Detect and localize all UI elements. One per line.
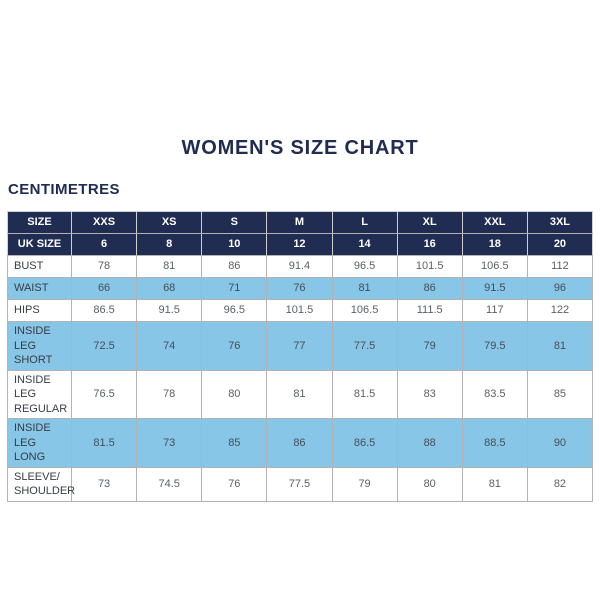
measurement-value-cell: 76 [201,321,268,371]
measurement-value-cell: 85 [201,418,268,468]
measurement-value-cell: 73 [136,418,203,468]
header-value-cell: 20 [526,233,594,256]
measurement-value-cell: 82 [526,466,594,502]
measurement-value-cell: 96 [526,277,594,300]
measurement-value-cell: 77.5 [331,321,398,371]
row-label-cell: BUST [7,255,72,278]
size-chart-body: BUST 78 81 86 91.4 96.5 101.5 106.5 112 WAIST 66 68… [7,255,594,502]
header-value-cell: 12 [266,233,333,256]
header-value-cell: S [201,211,268,234]
measurement-value-cell: 66 [70,277,138,300]
unit-label: CENTIMETRES [8,181,120,198]
measurement-value-cell: 78 [70,255,138,278]
header-value-cell: 18 [461,233,528,256]
header-value-cell: 3XL [526,211,594,234]
measurement-value-cell: 74.5 [136,466,203,502]
measurement-value-cell: 86.5 [331,418,398,468]
measurement-value-cell: 77.5 [266,466,333,502]
measurement-value-cell: 117 [461,299,528,322]
header-value-cell: XL [396,211,463,234]
measurement-value-cell: 86 [266,418,333,468]
header-value-cell: 10 [201,233,268,256]
measurement-value-cell: 90 [526,418,594,468]
row-label-cell: INSIDE LEG LONG [7,418,72,468]
measurement-value-cell: 76 [201,466,268,502]
measurement-value-cell: 81 [331,277,398,300]
measurement-value-cell: 88 [396,418,463,468]
table-row: INSIDE LEG LONG 81.5 73 85 86 86.5 88 88.5 90 [7,418,594,468]
table-row: INSIDE LEG SHORT 72.5 74 76 77 77.5 79 79.5 81 [7,321,594,371]
table-row: WAIST 66 68 71 76 81 86 91.5 96 [7,277,594,300]
measurement-value-cell: 91.5 [461,277,528,300]
header-value-cell: XXS [70,211,138,234]
header-value-cell: 8 [136,233,203,256]
measurement-value-cell: 71 [201,277,268,300]
measurement-value-cell: 81.5 [331,369,398,420]
table-row: BUST 78 81 86 91.4 96.5 101.5 106.5 112 [7,255,594,278]
size-chart-page: WOMEN'S SIZE CHART CENTIMETRES SIZE XXS XS… [0,137,600,600]
measurement-value-cell: 80 [396,466,463,502]
table-row: SLEEVE/ SHOULDER 73 74.5 76 77.5 79 80 81 82 [7,466,594,502]
measurement-value-cell: 74 [136,321,203,371]
measurement-value-cell: 83 [396,369,463,420]
row-label-cell: SLEEVE/ SHOULDER [7,466,75,502]
measurement-value-cell: 122 [526,299,594,322]
measurement-value-cell: 81 [136,255,203,278]
measurement-value-cell: 81 [266,369,333,420]
measurement-value-cell: 106.5 [461,255,528,278]
header-row-size: SIZE XXS XS S M L XL XXL 3XL [7,211,594,234]
measurement-value-cell: 77 [266,321,333,371]
header-value-cell: 6 [70,233,138,256]
header-value-cell: XXL [461,211,528,234]
measurement-value-cell: 78 [136,369,203,420]
header-row-uk-size: UK SIZE 6 8 10 12 14 16 18 20 [7,233,594,256]
measurement-value-cell: 76.5 [70,369,138,420]
measurement-value-cell: 101.5 [266,299,333,322]
measurement-value-cell: 83.5 [461,369,528,420]
measurement-value-cell: 79 [331,466,398,502]
measurement-value-cell: 80 [201,369,268,420]
row-label-cell: HIPS [7,299,72,322]
table-row: HIPS 86.5 91.5 96.5 101.5 106.5 111.5 117 122 [7,299,594,322]
measurement-value-cell: 91.4 [266,255,333,278]
row-label-cell: WAIST [7,277,72,300]
header-value-cell: XS [136,211,203,234]
size-chart-header: SIZE XXS XS S M L XL XXL 3XL UK SIZE 6 8 10 12 14 16 18 2… [7,211,594,256]
measurement-value-cell: 111.5 [396,299,463,322]
page-title: WOMEN'S SIZE CHART [181,137,419,159]
row-label-cell: INSIDE LEG SHORT [7,321,72,371]
measurement-value-cell: 85 [526,369,594,420]
measurement-value-cell: 72.5 [70,321,138,371]
row-label-cell: INSIDE LEG REGULAR [7,369,72,420]
measurement-value-cell: 96.5 [201,299,268,322]
measurement-value-cell: 112 [526,255,594,278]
measurement-value-cell: 68 [136,277,203,300]
header-label-cell: UK SIZE [7,233,72,256]
measurement-value-cell: 101.5 [396,255,463,278]
header-value-cell: 16 [396,233,463,256]
measurement-value-cell: 76 [266,277,333,300]
measurement-value-cell: 106.5 [331,299,398,322]
header-value-cell: M [266,211,333,234]
measurement-value-cell: 88.5 [461,418,528,468]
measurement-value-cell: 79.5 [461,321,528,371]
measurement-value-cell: 91.5 [136,299,203,322]
measurement-value-cell: 96.5 [331,255,398,278]
header-value-cell: L [331,211,398,234]
measurement-value-cell: 79 [396,321,463,371]
size-chart-table: SIZE XXS XS S M L XL XXL 3XL UK SIZE 6 8 10 12 14 16 18 2… [7,211,594,502]
table-row: INSIDE LEG REGULAR 76.5 78 80 81 81.5 83 83.5 85 [7,369,594,420]
measurement-value-cell: 73 [70,466,138,502]
header-value-cell: 14 [331,233,398,256]
measurement-value-cell: 81.5 [70,418,138,468]
measurement-value-cell: 81 [526,321,594,371]
measurement-value-cell: 86.5 [70,299,138,322]
header-label-cell: SIZE [7,211,72,234]
measurement-value-cell: 86 [201,255,268,278]
measurement-value-cell: 81 [461,466,528,502]
measurement-value-cell: 86 [396,277,463,300]
